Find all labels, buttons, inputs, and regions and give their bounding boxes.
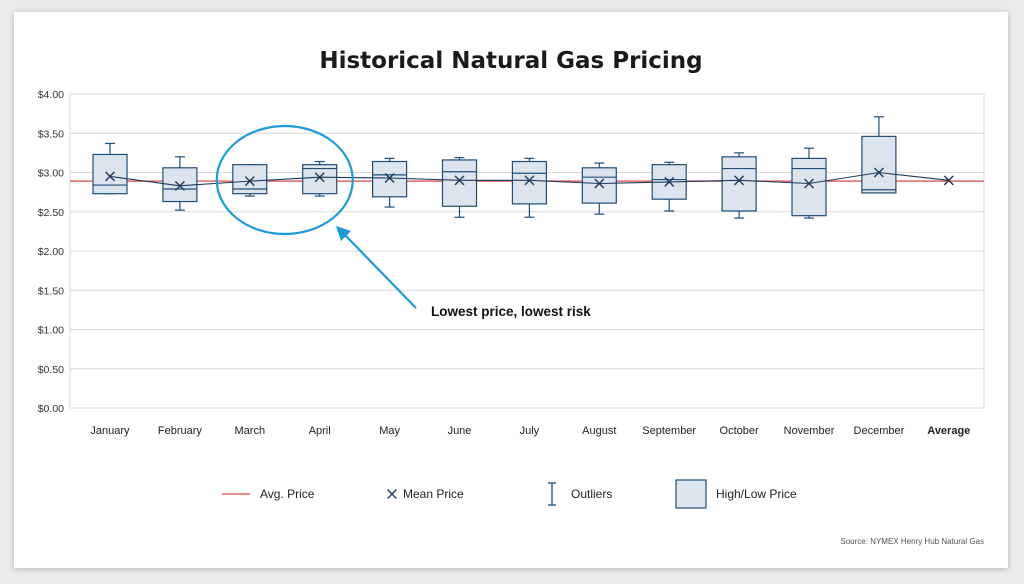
x-tick-label: April — [309, 425, 331, 437]
mean-marker — [244, 176, 255, 187]
legend-mean-label: Mean Price — [403, 487, 464, 501]
chart-title: Historical Natural Gas Pricing — [319, 48, 702, 74]
y-tick-label: $3.50 — [38, 128, 64, 140]
legend-highlow-swatch — [675, 479, 707, 509]
box-september — [651, 161, 687, 212]
mean-marker — [524, 175, 535, 186]
annotation-text: Lowest price, lowest risk — [431, 304, 591, 319]
x-tick-label: June — [448, 425, 472, 437]
x-tick-label: October — [720, 425, 759, 437]
box-december — [861, 116, 897, 194]
box-june — [441, 156, 478, 218]
mean-marker — [664, 176, 675, 187]
legend-outliers-label: Outliers — [571, 487, 612, 501]
high-low-box — [302, 164, 338, 195]
box-march — [232, 164, 268, 197]
chart-card: Historical Natural Gas Pricing $0.00 $0.5… — [14, 12, 1008, 568]
source-note: Source: NYMEX Henry Hub Natural Gas — [840, 537, 984, 546]
x-tick-label: March — [235, 425, 266, 437]
x-tick-label: August — [582, 425, 616, 437]
mean-marker — [734, 175, 745, 186]
y-tick-label: $2.00 — [38, 246, 64, 258]
high-low-box — [511, 160, 547, 205]
x-tick-label: Average — [927, 425, 970, 437]
legend-avg-label: Avg. Price — [260, 487, 315, 501]
highlight-ellipse — [215, 124, 354, 236]
box-november — [791, 147, 827, 219]
high-low-box — [721, 156, 757, 212]
y-tick-label: $2.50 — [38, 207, 64, 219]
mean-marker — [943, 175, 954, 186]
box-may — [372, 157, 408, 208]
mean-marker — [174, 180, 185, 191]
x-tick-label: July — [520, 425, 540, 437]
high-low-box — [372, 160, 408, 198]
mean-marker — [384, 173, 395, 183]
high-low-box — [791, 157, 827, 217]
box-august — [581, 162, 617, 215]
x-tick-label: February — [158, 425, 203, 437]
x-tick-label: November — [784, 425, 835, 437]
high-low-box — [441, 159, 478, 207]
y-tick-label: $1.50 — [38, 285, 64, 297]
box-january — [92, 142, 128, 195]
mean-marker — [314, 172, 325, 183]
y-tick-label: $3.00 — [38, 168, 64, 180]
y-tick-label: $1.00 — [38, 325, 64, 337]
box-july — [511, 157, 547, 218]
box-february — [162, 156, 198, 211]
legend-highlow-label: High/Low Price — [716, 487, 797, 501]
y-tick-label: $4.00 — [38, 89, 64, 101]
mean-marker — [105, 171, 115, 182]
mean-marker — [804, 178, 814, 189]
high-low-box — [92, 153, 128, 195]
box-october — [721, 152, 757, 219]
y-tick-label: $0.50 — [38, 364, 64, 376]
mean-marker — [454, 175, 465, 186]
x-tick-label: September — [642, 425, 696, 437]
y-tick-label: $0.00 — [38, 403, 64, 415]
mean-marker — [873, 167, 884, 178]
annotation-arrow-shaft — [343, 233, 417, 309]
legend-mean-icon — [387, 489, 397, 499]
high-low-box — [581, 167, 617, 204]
high-low-box — [861, 135, 897, 194]
mean-marker — [594, 178, 605, 189]
x-tick-label: January — [90, 425, 130, 437]
annotation-arrow-head — [336, 226, 351, 241]
x-tick-label: December — [854, 425, 905, 437]
x-tick-label: May — [379, 425, 400, 437]
box-april — [302, 160, 338, 197]
box-plot-chart: Historical Natural Gas Pricing $0.00 $0.5… — [38, 48, 985, 546]
